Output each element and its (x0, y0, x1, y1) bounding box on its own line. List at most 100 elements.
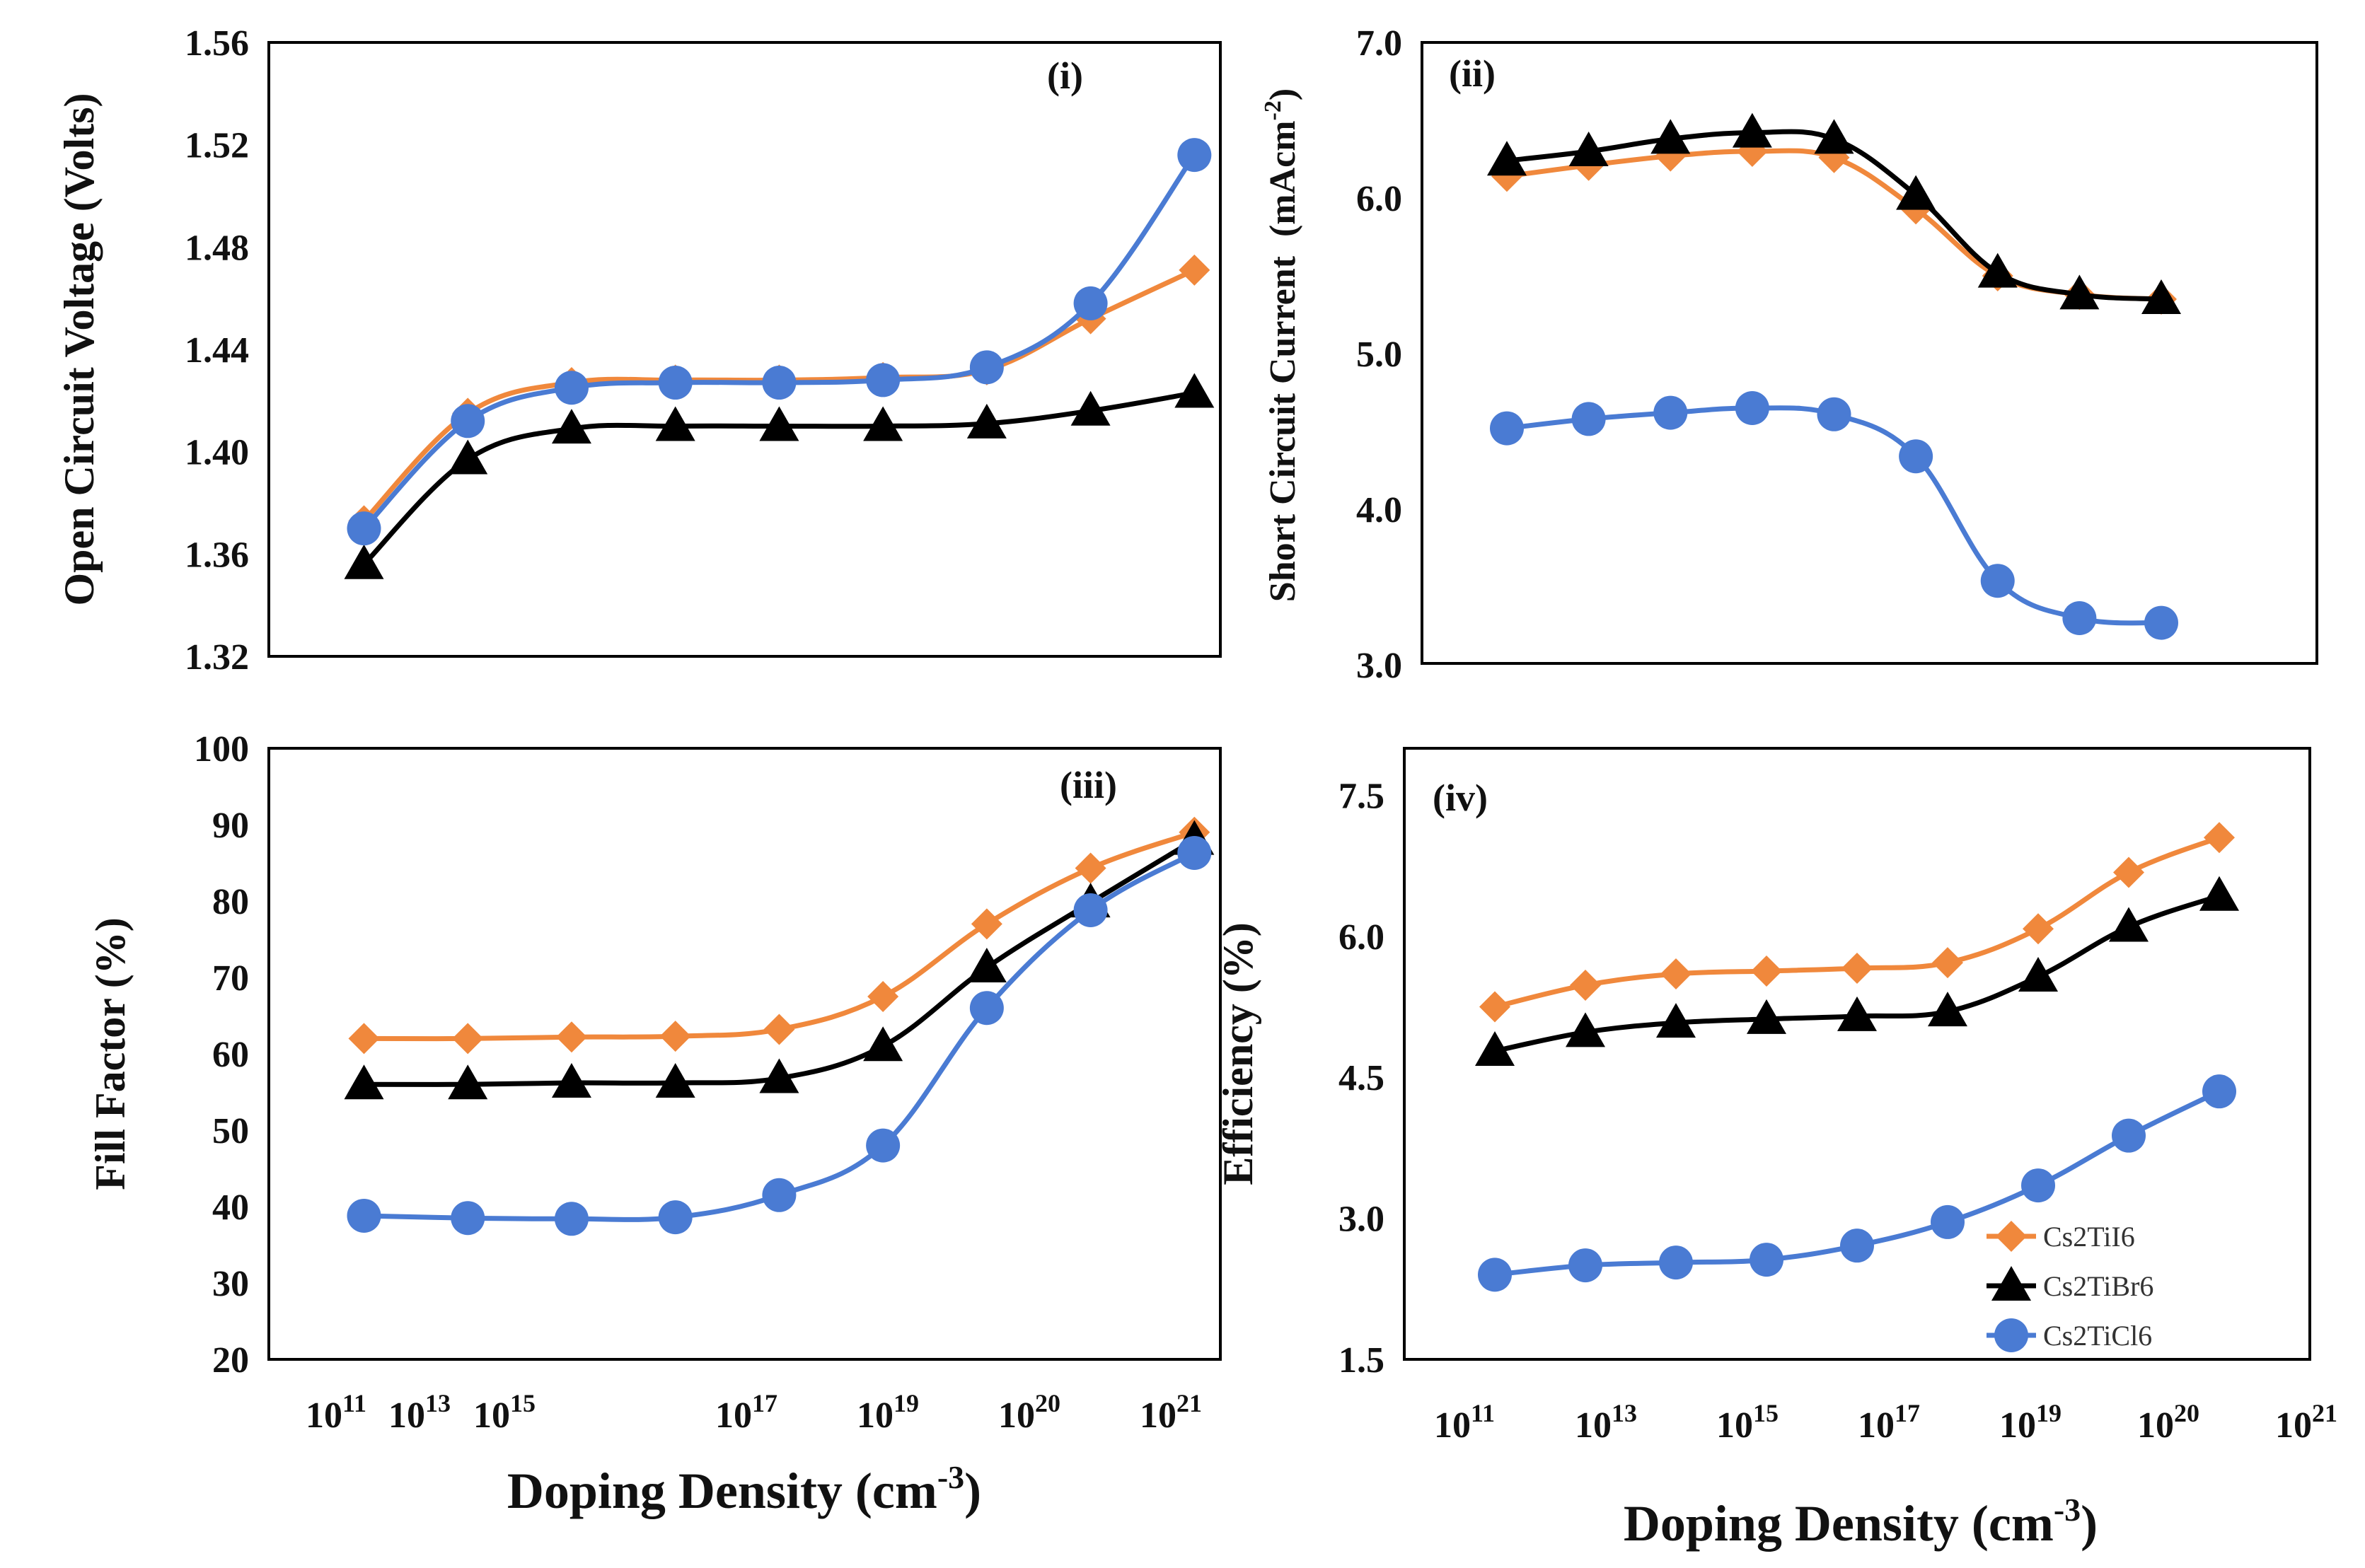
point-i-Cs2TiBr6-8 (1174, 373, 1215, 408)
y-tick-ii-2: 5.0 (1356, 335, 1402, 375)
y-tick-labels-iii: 20 30 40 50 60 70 80 90 100 (194, 729, 249, 1381)
panel-label-iii: (iii) (1060, 764, 1117, 806)
point-i-Cs2TiCl6-5 (866, 363, 901, 397)
x-tick-iii-3: 1017 (715, 1389, 777, 1436)
point-iv-Cs2TiCl6-0 (1478, 1258, 1512, 1292)
y-tick-iii-8: 100 (194, 729, 249, 770)
point-iv-Cs2TiBr6-4 (1837, 996, 1877, 1031)
point-iii-Cs2TiI6-4 (763, 1014, 795, 1045)
series-group-iii (344, 816, 1215, 1236)
plot-frame-iv (1403, 747, 2311, 1361)
point-ii-Cs2TiCl6-6 (1980, 564, 2015, 598)
point-iv-Cs2TiBr6-8 (2199, 876, 2239, 911)
panel-iv: 1.5 3.0 4.5 6.0 7.5 1011 1013 1015 1017 1019 1020… (1215, 747, 2337, 1552)
y-tick-iii-6: 80 (212, 882, 249, 922)
y-tick-labels-iv: 1.5 3.0 4.5 6.0 7.5 (1338, 776, 1384, 1381)
point-iv-Cs2TiCl6-3 (1750, 1243, 1783, 1277)
point-iv-Cs2TiBr6-7 (2109, 907, 2149, 942)
point-iii-Cs2TiCl6-7 (1073, 893, 1108, 927)
x-tick-iii-1: 1013 (388, 1389, 451, 1436)
x-tick-iv-2: 1015 (1716, 1399, 1779, 1446)
x-axis-label-iv-main: Doping Density (cm (1624, 1495, 2054, 1552)
series-group-iv (1475, 822, 2239, 1292)
point-iv-Cs2TiCl6-6 (2021, 1168, 2055, 1203)
plot-frame-iii (267, 747, 1222, 1361)
point-iv-Cs2TiBr6-3 (1747, 999, 1786, 1034)
x-axis-label-iv-sup: -3 (2054, 1492, 2081, 1528)
y-tick-iii-4: 60 (212, 1035, 249, 1075)
legend-label-Cs2TiCl6: Cs2TiCl6 (2043, 1320, 2152, 1352)
point-ii-Cs2TiBr6-2 (1650, 119, 1691, 154)
panel-label-ii: (ii) (1449, 52, 1496, 95)
point-iii-Cs2TiI6-1 (452, 1023, 484, 1055)
point-i-Cs2TiBr6-4 (759, 406, 799, 441)
point-i-Cs2TiBr6-1 (448, 439, 488, 475)
point-iv-Cs2TiI6-4 (1841, 953, 1873, 985)
point-iv-Cs2TiCl6-8 (2202, 1074, 2236, 1109)
y-tick-iii-2: 40 (212, 1187, 249, 1228)
x-tick-iv-3: 1017 (1858, 1399, 1920, 1446)
panel-iii: 20 30 40 50 60 70 80 90 100 1011 1013 1015 1017 1019… (87, 729, 1222, 1519)
point-i-Cs2TiBr6-3 (655, 406, 695, 441)
point-ii-Cs2TiBr6-3 (1732, 112, 1772, 148)
point-iii-Cs2TiCl6-5 (866, 1128, 901, 1163)
point-iii-Cs2TiCl6-2 (554, 1202, 589, 1236)
y-tick-iv-0: 1.5 (1338, 1340, 1384, 1381)
point-iv-Cs2TiBr6-5 (1928, 992, 1967, 1027)
point-ii-Cs2TiCl6-5 (1899, 439, 1933, 474)
x-tick-iii-2: 1015 (473, 1389, 536, 1436)
y-tick-i-0: 1.32 (185, 637, 249, 678)
point-iv-Cs2TiI6-3 (1751, 956, 1782, 987)
y-axis-label-ii-main: Short Circuit Current (1263, 255, 1303, 602)
point-ii-Cs2TiBr6-8 (2141, 279, 2181, 314)
x-tick-labels-iv: 1011 1013 1015 1017 1019 1020 1021 (1434, 1399, 2337, 1446)
x-axis-label-iii: Doping Density (cm-3) (507, 1459, 981, 1519)
point-ii-Cs2TiCl6-0 (1490, 411, 1524, 446)
x-tick-iii-6: 1021 (1140, 1389, 1202, 1436)
point-iii-Cs2TiI6-6 (971, 908, 1002, 940)
legend: Cs2TiI6 Cs2TiBr6 Cs2TiCl6 (1987, 1221, 2153, 1352)
x-tick-iii-5: 1020 (998, 1389, 1060, 1436)
point-i-Cs2TiBr6-5 (863, 406, 903, 441)
point-iv-Cs2TiI6-5 (1932, 947, 1963, 979)
point-iii-Cs2TiCl6-4 (762, 1178, 797, 1212)
x-axis-label-iii-main: Doping Density (cm (507, 1463, 937, 1519)
point-iii-Cs2TiCl6-6 (969, 991, 1004, 1026)
point-ii-Cs2TiBr6-4 (1814, 119, 1854, 154)
y-tick-i-1: 1.36 (185, 535, 249, 575)
point-iii-Cs2TiCl6-1 (451, 1201, 485, 1236)
point-iv-Cs2TiCl6-2 (1659, 1245, 1693, 1280)
series-group-i (344, 138, 1215, 579)
point-iii-Cs2TiI6-0 (348, 1023, 380, 1055)
point-ii-Cs2TiCl6-8 (2144, 605, 2178, 640)
panel-label-i: (i) (1047, 54, 1083, 97)
point-iii-Cs2TiBr6-6 (966, 947, 1007, 982)
y-axis-label-iv: Efficiency (%) (1215, 922, 1261, 1185)
point-iv-Cs2TiCl6-7 (2112, 1118, 2146, 1153)
point-iii-Cs2TiBr6-4 (759, 1058, 799, 1093)
panel-i: 1.32 1.36 1.40 1.44 1.48 1.52 1.56 Open Circui… (56, 23, 1222, 678)
point-iv-Cs2TiBr6-2 (1656, 1003, 1696, 1038)
y-tick-i-4: 1.48 (185, 228, 249, 268)
point-iv-Cs2TiI6-2 (1660, 958, 1692, 990)
x-tick-iv-0: 1011 (1434, 1399, 1495, 1446)
y-axis-label-ii-unit-sup: -2 (1260, 100, 1286, 120)
point-iv-Cs2TiI6-7 (2113, 856, 2144, 888)
point-i-Cs2TiCl6-0 (347, 511, 381, 546)
y-tick-ii-1: 4.0 (1356, 490, 1402, 530)
y-tick-iv-1: 3.0 (1338, 1200, 1384, 1240)
plot-frame-i (267, 41, 1222, 658)
y-tick-i-6: 1.56 (185, 23, 249, 64)
point-iv-Cs2TiBr6-0 (1475, 1031, 1515, 1067)
y-tick-i-5: 1.52 (185, 126, 249, 166)
point-i-Cs2TiCl6-4 (762, 366, 797, 400)
panel-label-iv: (iv) (1433, 777, 1488, 819)
x-tick-iv-5: 1020 (2137, 1399, 2199, 1446)
point-iv-Cs2TiI6-0 (1479, 991, 1510, 1023)
point-iv-Cs2TiI6-1 (1570, 969, 1601, 1001)
point-iii-Cs2TiI6-7 (1075, 852, 1106, 884)
point-iii-Cs2TiCl6-3 (658, 1200, 693, 1235)
point-iv-Cs2TiI6-8 (2204, 822, 2235, 854)
